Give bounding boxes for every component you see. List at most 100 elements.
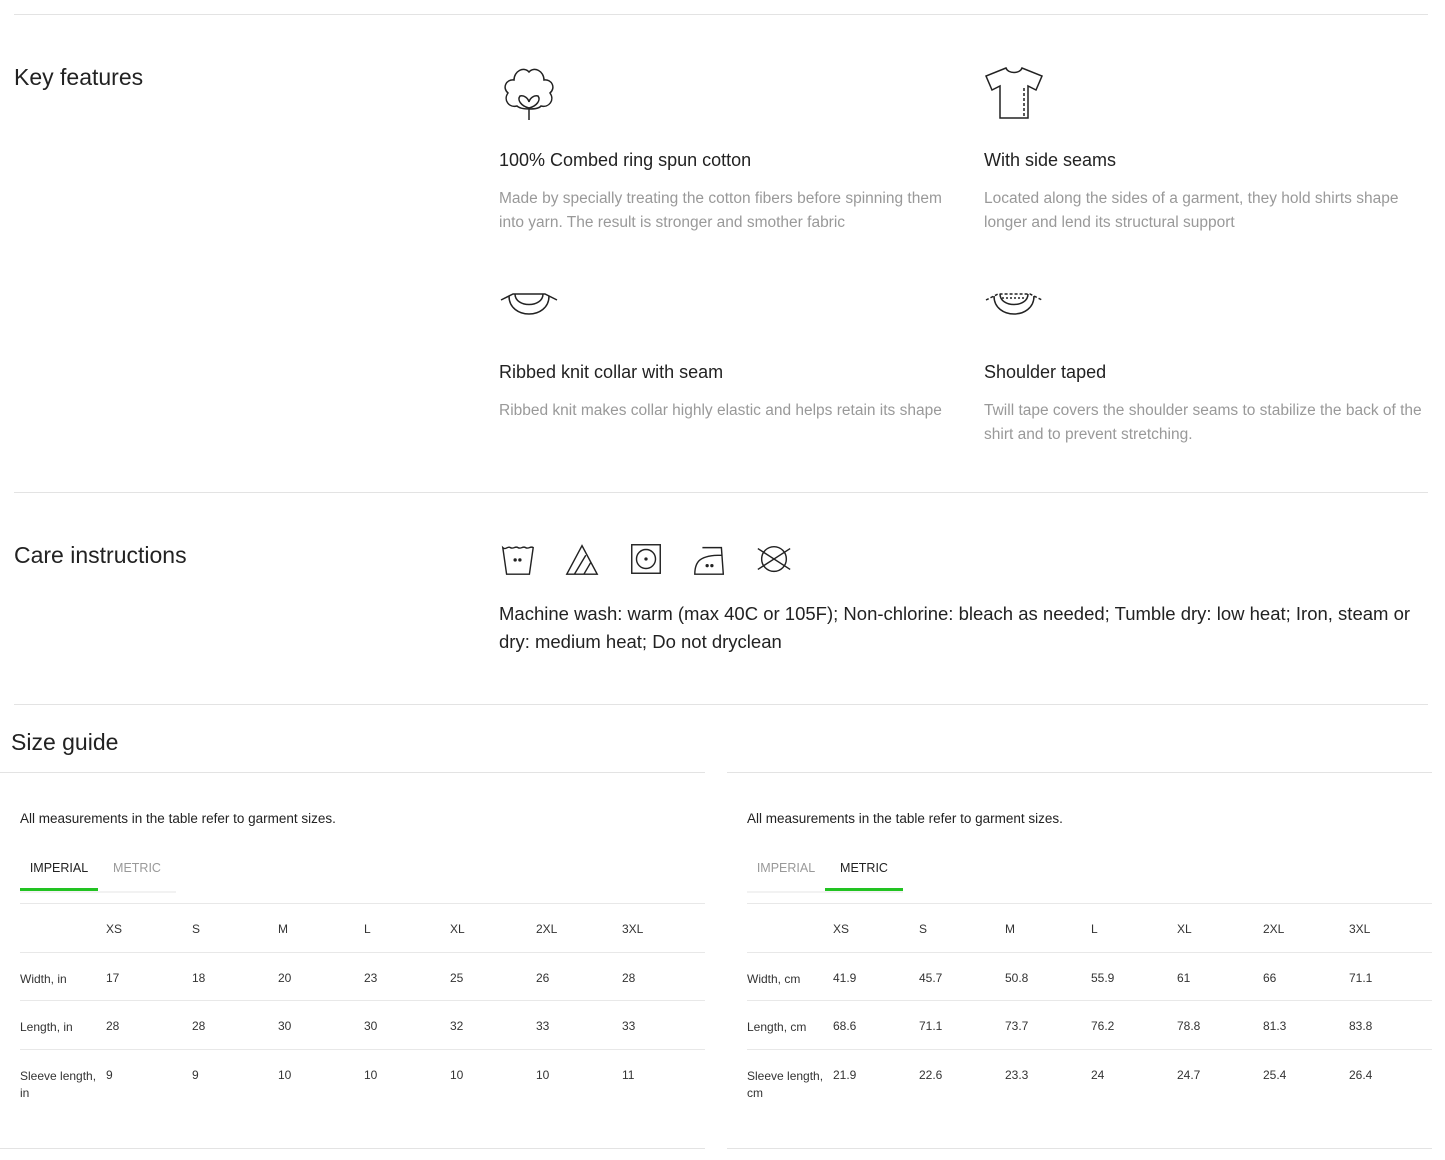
row-label: Length, in (20, 1020, 73, 1034)
size-table: XS S M L XL 2XL 3XL Width, cm 41.9 45.7 50.8 55.9 61… (747, 903, 1432, 1100)
cell-value: 18 (192, 970, 206, 985)
cell-value: 24.7 (1177, 1067, 1201, 1082)
cell-value: 28 (192, 1019, 206, 1033)
cell-value: 55.9 (1091, 970, 1115, 985)
cell-value: 73.7 (1005, 1019, 1029, 1033)
size-table-panel: All measurements in the table refer to g… (727, 772, 1432, 1149)
feature-collar: Ribbed knit collar with seam Ribbed knit… (499, 274, 944, 423)
cell-value: 30 (364, 1019, 378, 1033)
tab-imperial[interactable]: IMPERIAL (20, 857, 98, 891)
tab-metric[interactable]: METRIC (113, 861, 161, 875)
cell-value: 23 (364, 970, 378, 985)
tumble-dry-low-icon (631, 544, 661, 574)
row-label: Sleeve length, in (20, 1068, 97, 1100)
care-instructions-title: Care instructions (14, 542, 187, 568)
cell-value: 11 (622, 1067, 635, 1082)
size-note: All measurements in the table refer to g… (20, 811, 336, 826)
tab-imperial[interactable]: IMPERIAL (756, 861, 816, 875)
size-header: S (192, 922, 201, 936)
feature-title: Shoulder taped (984, 362, 1107, 382)
cell-value: 25.4 (1263, 1067, 1287, 1082)
size-header: L (1091, 922, 1098, 936)
size-table: XS S M L XL 2XL 3XL Width, in 17 18 20 23 25 26 28 Leng… (20, 903, 705, 1100)
cell-value: 30 (278, 1019, 292, 1033)
tshirt-side-seam-icon (985, 67, 1043, 119)
cell-value: 9 (192, 1067, 199, 1082)
cell-value: 76.2 (1091, 1019, 1115, 1033)
cell-value: 61 (1177, 970, 1191, 985)
cell-value: 68.6 (833, 1019, 857, 1033)
size-header: M (278, 922, 288, 936)
row-label: Width, in (20, 971, 67, 986)
cell-value: 26.4 (1349, 1067, 1373, 1082)
key-features-title: Key features (14, 64, 144, 90)
cell-value: 78.8 (1177, 1019, 1201, 1033)
feature-title: With side seams (984, 150, 1117, 170)
cell-value: 32 (450, 1019, 464, 1033)
cell-value: 66 (1263, 970, 1277, 985)
feature-cotton: 100% Combed ring spun cotton Made by spe… (499, 62, 944, 235)
tab-metric[interactable]: METRIC (825, 857, 903, 891)
size-header: XL (450, 922, 465, 936)
cell-value: 71.1 (919, 1019, 943, 1033)
size-header: S (919, 922, 928, 936)
size-header: XS (833, 922, 850, 936)
cell-value: 10 (364, 1067, 378, 1082)
table-row: Sleeve length, cm 21.9 22.6 23.3 24 24.7 25.4 2… (747, 1048, 1432, 1100)
care-icons (499, 540, 793, 578)
cell-value: 81.3 (1263, 1019, 1287, 1033)
cell-value: 10 (278, 1067, 292, 1082)
table-row: Width, in 17 18 20 23 25 26 28 (20, 951, 705, 1001)
cell-value: 33 (622, 1019, 636, 1033)
cell-value: 45.7 (919, 970, 943, 985)
size-header: 3XL (622, 922, 644, 936)
divider (14, 14, 1428, 15)
cotton-icon (504, 68, 554, 120)
size-header: 2XL (536, 922, 558, 936)
size-header: XS (106, 922, 123, 936)
cell-value: 28 (106, 1019, 120, 1033)
size-header: 3XL (1349, 922, 1371, 936)
cell-value: 33 (536, 1019, 550, 1033)
cell-value: 83.8 (1349, 1019, 1373, 1033)
table-header: XS S M L XL 2XL 3XL (20, 903, 705, 952)
row-label: Width, cm (747, 971, 801, 986)
divider (14, 492, 1428, 493)
non-chlorine-bleach-icon (565, 544, 599, 575)
cell-value: 23.3 (1005, 1067, 1029, 1082)
feature-description: Located along the sides of a garment, th… (984, 190, 1399, 231)
feature-description: Ribbed knit makes collar highly elastic … (499, 402, 942, 419)
cell-value: 41.9 (833, 970, 857, 985)
row-label: Length, cm (747, 1020, 807, 1034)
no-dryclean-icon (757, 545, 791, 573)
cell-value: 28 (622, 970, 636, 985)
cell-value: 20 (278, 970, 292, 985)
wash-warm-icon (501, 545, 534, 575)
feature-side-seams: With side seams Located along the sides … (984, 62, 1429, 235)
cell-value: 26 (536, 970, 550, 985)
feature-description: Twill tape covers the shoulder seams to … (984, 402, 1422, 443)
cell-value: 25 (450, 970, 464, 985)
size-header: L (364, 922, 371, 936)
size-header: M (1005, 922, 1015, 936)
feature-title: Ribbed knit collar with seam (499, 362, 724, 382)
size-guide-title: Size guide (11, 729, 119, 755)
cell-value: 50.8 (1005, 970, 1029, 985)
feature-description: Made by specially treating the cotton fi… (499, 190, 942, 231)
table-header: XS S M L XL 2XL 3XL (747, 903, 1432, 952)
care-instructions-text: Machine wash: warm (max 40C or 105F); No… (499, 603, 1411, 652)
cell-value: 9 (106, 1067, 113, 1082)
table-row: Width, cm 41.9 45.7 50.8 55.9 61 66 71.1 (747, 951, 1432, 1001)
size-header: 2XL (1263, 922, 1285, 936)
feature-shoulder-taped: Shoulder taped Twill tape covers the sho… (984, 274, 1429, 447)
cell-value: 10 (536, 1067, 550, 1082)
cell-value: 24 (1091, 1067, 1105, 1082)
row-label: Sleeve length, cm (747, 1068, 824, 1100)
shoulder-tape-icon (985, 293, 1043, 315)
unit-tabs: IMPERIAL METRIC (747, 857, 903, 893)
feature-title: 100% Combed ring spun cotton (499, 150, 752, 170)
size-header: XL (1177, 922, 1192, 936)
unit-tabs: IMPERIAL METRIC (20, 857, 176, 893)
table-row: Sleeve length, in 9 9 10 10 10 10 11 (20, 1048, 705, 1100)
table-row: Length, cm 68.6 71.1 73.7 76.2 78.8 81.3 83.8 (747, 1000, 1432, 1049)
